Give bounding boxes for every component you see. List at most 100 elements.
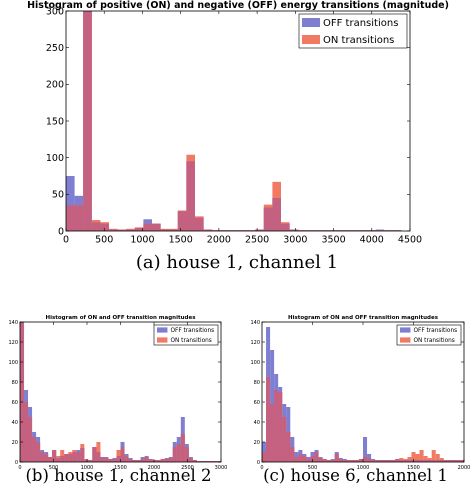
bar-overlap: [379, 460, 384, 462]
y-tick-label: 200: [46, 80, 64, 91]
y-tick-label: 40: [254, 420, 260, 426]
x-tick-label: 500: [308, 465, 318, 471]
bar-overlap: [196, 461, 201, 462]
bar-overlap: [338, 459, 343, 462]
x-tick-label: 2000: [207, 235, 231, 246]
y-tick-label: 100: [46, 153, 64, 164]
bar-overlap: [112, 459, 117, 462]
bar-overlap: [91, 222, 101, 231]
y-tick-label: 0: [15, 460, 18, 466]
bar-overlap: [255, 229, 264, 231]
bar-overlap: [203, 229, 213, 231]
bar-overlap: [74, 205, 84, 231]
y-tick-label: 140: [8, 320, 18, 326]
bar-overlap: [294, 457, 299, 462]
x-tick-label: 3000: [283, 235, 307, 246]
y-tick-label: 60: [254, 400, 260, 406]
bar-overlap: [180, 434, 185, 462]
x-tick-label: 1000: [357, 465, 370, 471]
bar-overlap: [278, 392, 283, 462]
bar-overlap: [132, 460, 137, 462]
bar-overlap: [451, 460, 456, 462]
bar-overlap: [80, 448, 85, 462]
bar-on: [435, 454, 440, 462]
y-tick-label: 0: [257, 460, 260, 466]
bar-overlap: [172, 447, 177, 462]
bar-overlap: [447, 460, 452, 462]
bar-overlap: [403, 460, 408, 462]
legend-box: [396, 324, 462, 346]
chart-title: Histogram of ON and OFF transition magni…: [46, 315, 197, 321]
x-tick-label: 1500: [407, 465, 420, 471]
bar-overlap: [289, 229, 299, 231]
bar-overlap: [120, 447, 125, 462]
y-tick-label: 80: [12, 380, 18, 386]
bar-overlap: [281, 223, 290, 231]
bar-overlap: [100, 457, 105, 462]
x-tick-label: 0: [18, 465, 21, 471]
bar-overlap: [72, 452, 77, 462]
y-tick-label: 20: [254, 440, 260, 446]
bar-on: [407, 457, 412, 462]
x-tick-label: 4500: [398, 235, 422, 246]
bar-overlap: [443, 460, 448, 462]
bar-overlap: [371, 460, 376, 462]
x-tick-label: 0: [260, 465, 263, 471]
bar-overlap: [216, 461, 221, 462]
bar-overlap: [350, 460, 355, 462]
bar-overlap: [177, 211, 187, 231]
bar-overlap: [126, 229, 135, 231]
bar-overlap: [24, 402, 29, 462]
legend-label: OFF transitions: [323, 18, 398, 29]
bar-overlap: [164, 459, 169, 462]
bar-off: [66, 176, 75, 231]
x-tick-label: 2500: [181, 465, 194, 471]
legend: OFF transitions ON transitions: [298, 13, 408, 49]
bar-overlap: [270, 404, 275, 462]
bar-overlap: [100, 223, 109, 231]
bar-overlap: [322, 459, 327, 462]
chart-panel-b: 0 500 1000 1500 2000 2500 3000 0 20 40 60 80 100 120 1…: [8, 315, 227, 471]
y-tick-label: 100: [250, 360, 260, 366]
legend-label: ON transitions: [170, 338, 211, 344]
bar-overlap: [92, 447, 97, 462]
bar-overlap: [134, 228, 144, 231]
bar-overlap: [83, 11, 92, 231]
caption-panel-b: (b) house 1, channel 2: [25, 466, 212, 485]
bar-overlap: [358, 459, 363, 462]
caption-panel-a: (a) house 1, channel 1: [135, 252, 339, 273]
legend-swatch: [157, 327, 168, 333]
legend-swatch: [400, 327, 411, 333]
bar-overlap: [274, 390, 279, 462]
bar-overlap: [84, 460, 89, 462]
bar-overlap: [282, 417, 287, 462]
x-tick-label: 2500: [245, 235, 269, 246]
bar-overlap: [143, 223, 152, 231]
legend: OFF transitions ON transitions: [153, 324, 219, 346]
bar-on: [415, 454, 420, 462]
y-tick-label: 120: [8, 340, 18, 346]
bar-overlap: [419, 460, 424, 462]
x-tick-label: 2000: [458, 465, 471, 471]
bar-overlap: [88, 460, 93, 462]
bar-overlap: [32, 437, 37, 462]
y-tick-label: 60: [12, 400, 18, 406]
bar-overlap: [431, 460, 436, 462]
bar-overlap: [104, 458, 109, 462]
legend-swatch: [157, 337, 168, 343]
chart-title: Histogram of positive (ON) and negative …: [27, 0, 449, 11]
bar-overlap: [407, 460, 412, 462]
bar-overlap: [204, 461, 209, 462]
bar-overlap: [117, 229, 127, 231]
chart-title: Histogram of ON and OFF transition magni…: [288, 315, 439, 321]
x-tick-label: 0: [63, 235, 69, 246]
bar-overlap: [28, 417, 33, 462]
bar-overlap: [195, 217, 204, 231]
bar-overlap: [184, 447, 189, 462]
bar-overlap: [383, 460, 388, 462]
y-tick-label: 50: [52, 190, 64, 201]
x-tick-label: 1000: [130, 235, 154, 246]
y-tick-label: 300: [46, 6, 64, 17]
bar-overlap: [152, 460, 157, 462]
